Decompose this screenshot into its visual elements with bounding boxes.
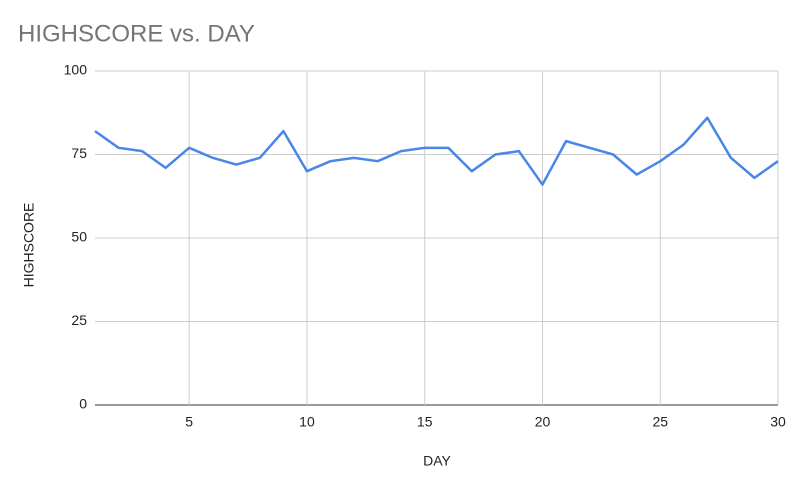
x-tick-label: 15: [417, 414, 433, 430]
chart-title: HIGHSCORE vs. DAY: [18, 20, 255, 47]
x-tick-label: 30: [770, 414, 786, 430]
y-tick-label: 0: [79, 396, 87, 412]
y-tick-label: 25: [71, 312, 87, 328]
y-axis-label: HIGHSCORE: [21, 203, 37, 288]
x-tick-label: 25: [652, 414, 668, 430]
x-axis-label: DAY: [423, 453, 451, 469]
data-line: [94, 116, 779, 186]
y-tick-label: 50: [71, 229, 87, 245]
y-tick-label: 100: [64, 62, 88, 78]
x-tick-label: 10: [299, 414, 315, 430]
x-tick-label: 5: [185, 414, 193, 430]
y-tick-label: 75: [71, 145, 87, 161]
x-tick-label: 20: [535, 414, 551, 430]
